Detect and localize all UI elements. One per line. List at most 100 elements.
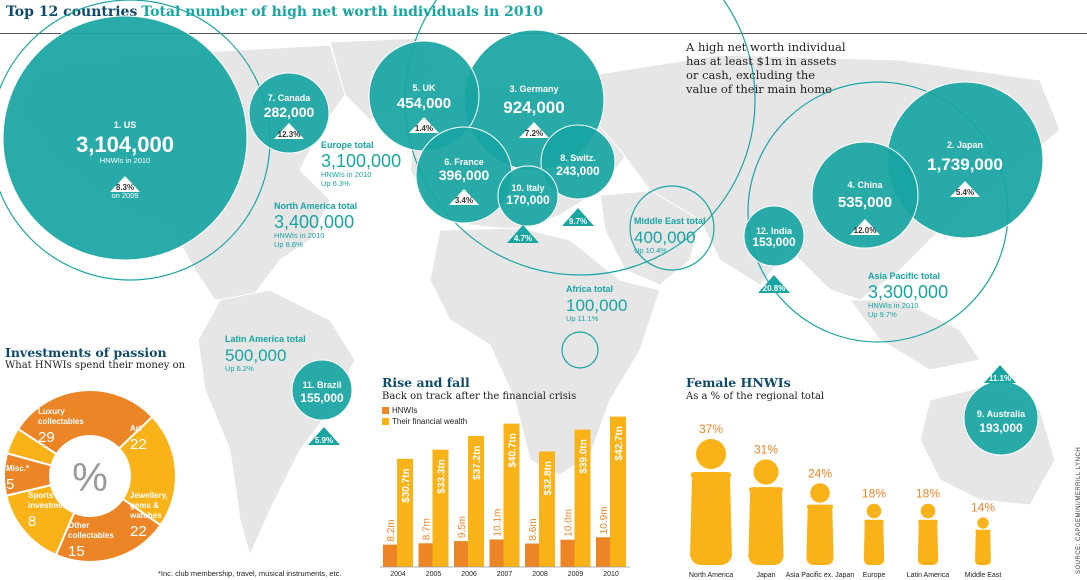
pie-slice-other-collectables-label-0: Other — [68, 521, 89, 530]
female-north-america-label: North America — [689, 572, 733, 579]
bar-2005-year: 2005 — [426, 571, 442, 578]
legend-hnwi-label: HNWIs — [392, 406, 418, 415]
pie-slice-luxury-collectables — [16, 389, 154, 456]
country-switz-bubble — [540, 124, 616, 200]
pie-slice-misc-label-0: Misc.* — [6, 464, 30, 473]
country-australia-value: 193,000 — [979, 421, 1023, 435]
country-japan-change: 5.4% — [956, 188, 974, 197]
bar-2009-hnwi — [560, 539, 575, 567]
female-japan-head — [753, 459, 779, 485]
rise-bar-chart: 8.2m $30.7tn 2004 8.7m $33.3tn 2005 9.5m $37.2t… — [380, 416, 630, 578]
female-asia-pacific-ex-japan-label: Asia Pacific ex. Japan — [786, 572, 855, 579]
bar-2009-year: 2009 — [568, 571, 584, 578]
country-italy-bubble — [497, 165, 559, 227]
female-europe-value: 18% — [862, 487, 886, 501]
rise-title: Rise and fall — [382, 375, 470, 390]
pie-slice-jewellery-gems-watches-value: 22 — [130, 523, 147, 540]
bar-2008-hnwi-label: 8.6m — [528, 518, 539, 540]
pie-slice-misc-value: 5 — [6, 476, 14, 493]
bar-2010-hnwi-label: 10.9m — [599, 506, 610, 534]
country-canada-bubble — [248, 72, 330, 154]
pie-slice-luxury-collectables-value: 29 — [38, 429, 55, 446]
passion-subtitle: What HNWIs spend their money on — [5, 360, 186, 371]
country-us-note: on 2009 — [111, 191, 138, 200]
bar-2008-year: 2008 — [532, 571, 548, 578]
country-italy-change: 4.7% — [514, 234, 532, 243]
pie-slice-jewellery-gems-watches-label-1: gems & — [130, 501, 159, 510]
pie-slice-jewellery-gems-watches-label-0: Jewellery, — [130, 491, 168, 500]
country-china-triangle — [850, 219, 880, 235]
female-japan-value: 31% — [754, 442, 778, 456]
female-japan-label: Japan — [756, 572, 775, 579]
bar-2004-wealth — [397, 458, 413, 567]
country-uk-triangle — [409, 117, 439, 133]
female-japan-body — [748, 487, 784, 565]
female-north-america-head — [696, 439, 726, 469]
page-title: Top 12 countries Total number of high net… — [6, 4, 543, 20]
country-india-value: 153,000 — [752, 235, 796, 249]
country-switz-value: 243,000 — [556, 164, 600, 178]
bar-2009-hnwi-label: 10.0m — [564, 509, 575, 537]
intro-text: A high net worth individual has at least… — [686, 40, 846, 96]
region-north-america-name: North America total — [274, 201, 357, 211]
bar-2007-wealth — [503, 423, 520, 567]
bar-2008-wealth-label: $32.8tn — [543, 461, 554, 495]
source-credit: SOURCE: CAPGEMINI/MERRILL LYNCH — [1076, 446, 1082, 574]
passion-footnote: *Inc. club membership, travel, musical i… — [158, 569, 342, 578]
country-italy-rank: 10. Italy — [511, 183, 544, 193]
country-uk-change: 1.4% — [415, 124, 433, 133]
title-sub: Total number of high net worth individua… — [141, 4, 544, 20]
region-latin-america-name: Latin America total — [225, 334, 306, 344]
region-latin-america-value: 500,000 — [225, 346, 286, 365]
country-germany-rank: 3. Germany — [509, 84, 558, 94]
region-europe-value: 3,100,000 — [321, 151, 401, 171]
region-asia-pacific-value: 3,300,000 — [868, 282, 948, 302]
region-europe-name: Europe total — [321, 140, 374, 150]
region-middle-east-value: 400,000 — [634, 228, 695, 247]
female-north-america-value: 37% — [699, 422, 723, 436]
pie-center — [51, 437, 129, 515]
legend-wealth-swatch — [382, 418, 389, 425]
country-canada-rank: 7. Canada — [268, 93, 312, 103]
country-germany-triangle — [519, 122, 549, 138]
map-southeast-asia — [849, 299, 981, 371]
female-subtitle: As a % of the regional total — [686, 391, 825, 402]
region-north-america-value: 3,400,000 — [274, 212, 354, 232]
country-japan-triangle — [950, 181, 980, 197]
region-asia-pacific-line1: HNWIs in 2010 — [868, 301, 918, 310]
bar-2006-hnwi — [454, 541, 468, 567]
female-asia-pacific-ex-japan-value: 24% — [808, 466, 832, 480]
country-switz-triangle — [562, 208, 594, 226]
female-middle-east-head — [977, 517, 989, 529]
pie-slice-other-collectables-label-1: collectables — [68, 531, 114, 540]
bar-2009-wealth — [574, 429, 591, 567]
country-france-change: 3.4% — [455, 196, 473, 205]
me-region-ring — [629, 185, 715, 271]
country-uk-value: 454,000 — [397, 95, 451, 112]
country-china-rank: 4. China — [847, 180, 883, 190]
country-canada-triangle — [274, 123, 304, 139]
country-us-triangle — [110, 176, 140, 192]
pie-slice-other-collectables-value: 15 — [68, 543, 85, 560]
bar-2010-hnwi — [596, 537, 610, 567]
female-title: Female HNWIs — [686, 375, 791, 390]
region-asia-pacific-line2: Up 9.7% — [868, 310, 897, 319]
region-europe-line2: Up 6.3% — [321, 179, 350, 188]
female-europe-body — [863, 519, 885, 565]
female-latin-america-value: 18% — [916, 487, 940, 501]
bar-2009-wealth-label: $39.0tn — [579, 439, 590, 473]
female-latin-america-label: Latin America — [907, 572, 950, 579]
pie-slice-misc — [5, 427, 58, 467]
country-germany-value: 924,000 — [503, 98, 564, 117]
country-china-value: 535,000 — [838, 194, 892, 211]
country-brazil-value: 155,000 — [300, 391, 344, 405]
bar-2005-hnwi — [418, 543, 433, 567]
region-africa-value: 100,000 — [566, 296, 627, 315]
pie-slice-jewellery-gems-watches-label-2: watches — [129, 511, 162, 520]
country-china-bubble — [811, 141, 919, 249]
country-india-change: 20.8% — [763, 284, 786, 293]
bar-2008-hnwi — [525, 543, 539, 567]
bar-2007-hnwi — [489, 539, 504, 567]
